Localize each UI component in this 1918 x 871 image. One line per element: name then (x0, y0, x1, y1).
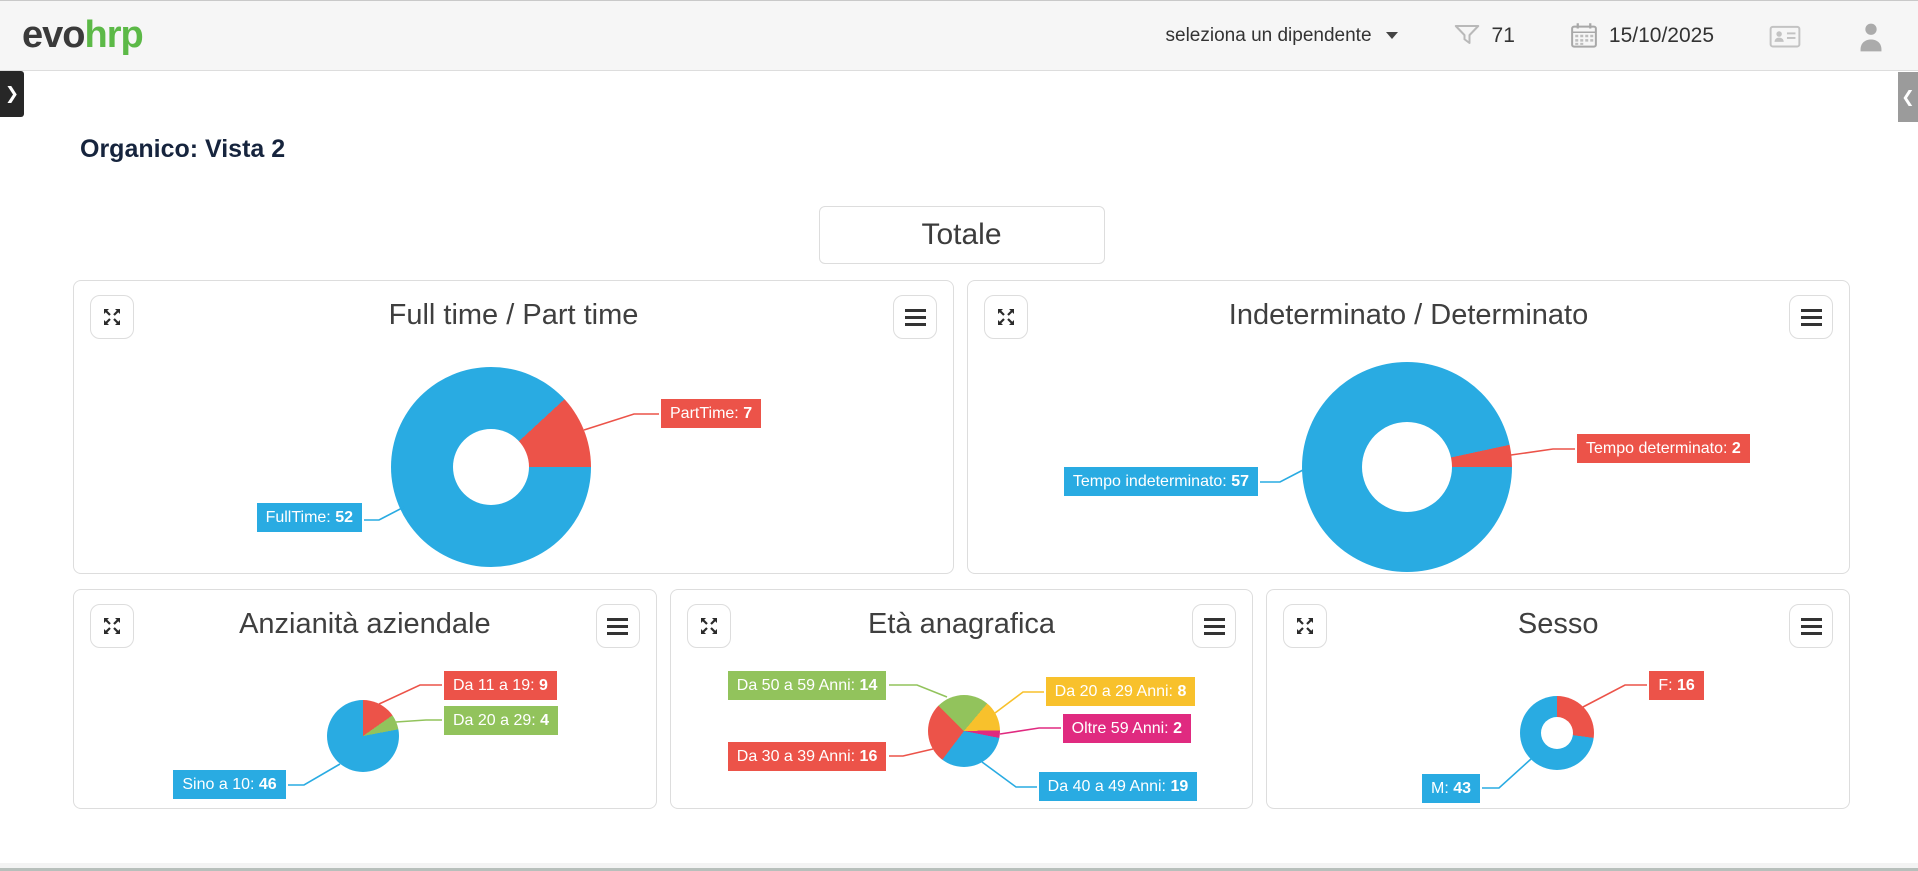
chart-label-m: M: 43 (1422, 774, 1481, 803)
donut-hole (1362, 422, 1452, 512)
chart-label-f: F: 16 (1649, 671, 1704, 700)
totale-button[interactable]: Totale (818, 206, 1105, 264)
hamburger-icon (1800, 617, 1822, 635)
expand-button[interactable] (90, 295, 134, 339)
charts-row-top: Full time / Part time FullTime: 52 PartTi… (73, 280, 1850, 574)
filter-count: 71 (1491, 23, 1515, 47)
hamburger-icon (1800, 308, 1822, 326)
expand-arrows-icon (700, 618, 717, 634)
logo-hrp: hrp (84, 14, 143, 56)
employee-dropdown[interactable]: seleziona un dipendente (1166, 25, 1398, 47)
card-menu-button[interactable] (1789, 604, 1834, 648)
chart-label-da-20-a-29-anni: Da 20 a 29 Anni: 8 (1045, 677, 1196, 706)
chart-title: Anzianità aziendale (239, 608, 491, 640)
expand-button[interactable] (686, 604, 731, 648)
hamburger-icon (607, 617, 629, 635)
chart-area: FullTime: 52 PartTime: 7 (74, 337, 953, 573)
card-anzianita: Anzianità aziendale Da 11 a 19: 9 Da 20 a… (73, 589, 657, 809)
user-icon (1860, 23, 1882, 51)
hamburger-icon (904, 308, 926, 326)
id-card-icon (1769, 25, 1801, 47)
pie-anzianit-aziendale[interactable] (327, 700, 399, 772)
chart-label-tempo-determinato: Tempo determinato: 2 (1577, 434, 1750, 463)
chart-label-tempo-indeterminato: Tempo indeterminato: 57 (1063, 467, 1258, 496)
expand-sidebar-tab[interactable]: ❯ (0, 71, 24, 117)
card-sesso: Sesso F: 16 M: 43 (1266, 589, 1851, 809)
card-fulltime-parttime: Full time / Part time FullTime: 52 PartTi… (73, 280, 954, 574)
chart-area: Da 50 a 59 Anni: 14 Da 20 a 29 Anni: 8 Olt… (671, 640, 1253, 808)
badge-button[interactable] (1768, 21, 1802, 51)
employee-dropdown-label: seleziona un dipendente (1165, 24, 1372, 46)
top-header: evohrp seleziona un dipendente 71 (0, 0, 1918, 71)
user-menu[interactable] (1856, 20, 1886, 52)
card-menu-button[interactable] (893, 295, 937, 339)
card-eta-anagrafica: Età anagrafica Da 50 a 59 Anni: 14 Da 20 … (669, 589, 1254, 809)
calendar-icon (1571, 22, 1597, 48)
chart-label-fulltime: FullTime: 52 (256, 503, 362, 532)
donut-hole (1541, 717, 1574, 749)
card-menu-button[interactable] (1789, 295, 1833, 339)
card-menu-button[interactable] (595, 604, 640, 648)
hamburger-icon (1203, 617, 1225, 635)
chart-title: Età anagrafica (868, 608, 1056, 640)
chart-label-da-40-a-49-anni: Da 40 a 49 Anni: 19 (1038, 772, 1198, 801)
expand-button[interactable] (984, 295, 1028, 339)
chevron-right-icon: ❯ (4, 84, 20, 103)
main-content: Organico: Vista 2 Totale Full time / Par… (0, 71, 1918, 809)
card-menu-button[interactable] (1192, 604, 1237, 648)
chart-area: Da 11 a 19: 9 Da 20 a 29: 4 Sino a 10: 46 (74, 640, 656, 808)
expand-arrows-icon (104, 309, 120, 325)
app-logo: evohrp (22, 14, 144, 57)
chart-label-sino-a-10: Sino a 10: 46 (173, 770, 286, 799)
filter-funnel-icon (1454, 24, 1479, 44)
chart-label-parttime: PartTime: 7 (661, 399, 762, 428)
chart-label-da-20-a-29: Da 20 a 29: 4 (444, 706, 559, 735)
expand-button[interactable] (1283, 604, 1328, 648)
chart-area: Tempo indeterminato: 57 Tempo determinato… (968, 337, 1849, 573)
collapse-panel-tab[interactable]: ❮ (1898, 72, 1918, 122)
page-title: Organico: Vista 2 (80, 135, 286, 163)
card-indeterminato-determinato: Indeterminato / Determinato Tempo indete… (967, 280, 1850, 574)
donut-hole (453, 429, 529, 505)
chart-label-da-50-a-59-anni: Da 50 a 59 Anni: 14 (727, 671, 887, 700)
filter-control[interactable]: 71 (1452, 21, 1515, 51)
selected-date: 15/10/2025 (1608, 23, 1714, 47)
chart-label-da-30-a-39-anni: Da 30 a 39 Anni: 16 (727, 742, 887, 771)
bottom-edge-bar (0, 863, 1918, 871)
pie-et-anagrafica[interactable] (927, 695, 1000, 767)
chart-title: Full time / Part time (388, 299, 639, 331)
chart-label-oltre-59-anni: Oltre 59 Anni: 2 (1062, 714, 1191, 743)
chevron-down-icon (1385, 32, 1398, 39)
chevron-left-icon: ❮ (1901, 89, 1915, 106)
chart-area: F: 16 M: 43 (1267, 640, 1849, 808)
chart-title: Indeterminato / Determinato (1228, 299, 1589, 331)
expand-arrows-icon (998, 309, 1014, 325)
chart-title: Sesso (1517, 608, 1599, 640)
expand-button[interactable] (90, 604, 134, 648)
expand-arrows-icon (104, 618, 120, 634)
expand-arrows-icon (1297, 618, 1314, 634)
chart-label-da-11-a-19: Da 11 a 19: 9 (444, 671, 557, 700)
charts-row-bottom: Anzianità aziendale Da 11 a 19: 9 Da 20 a… (73, 589, 1851, 809)
logo-evo: evo (22, 14, 85, 56)
date-picker[interactable]: 15/10/2025 (1569, 21, 1714, 51)
